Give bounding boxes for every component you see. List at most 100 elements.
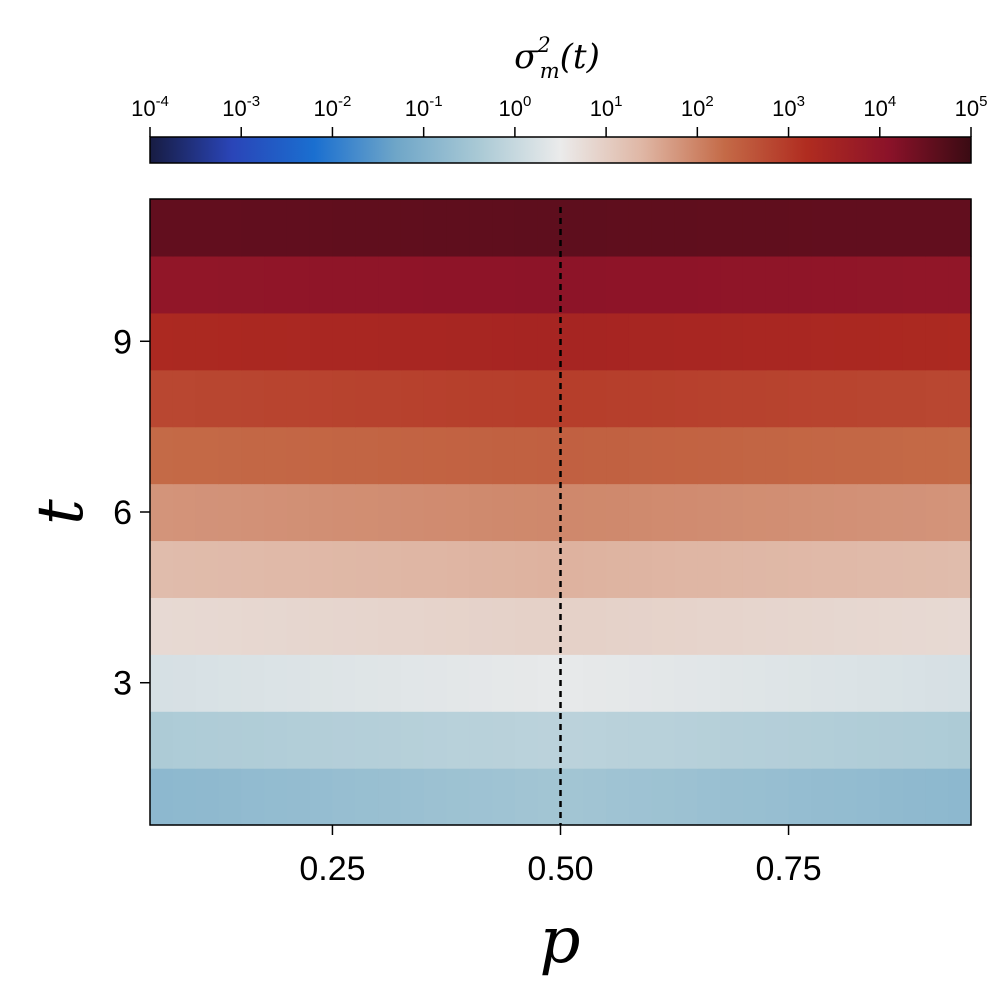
heatmap-cell [537,768,562,826]
heatmap-cell [446,597,470,655]
heatmap-cell [606,654,630,712]
heatmap-cell [378,483,402,542]
heatmap-cell [332,768,356,826]
heatmap-cell [264,540,288,598]
heatmap-cell [856,768,881,826]
heatmap-cell [583,483,607,542]
heatmap-cell [378,312,402,371]
colorbar-tick-label: 104 [863,93,896,121]
heatmap-cell [400,540,425,598]
heatmap-cell [172,654,197,712]
colorbar-tick-label: 10-3 [222,93,260,121]
heatmap-cell [925,255,949,314]
heatmap-cell [811,711,835,769]
heatmap-cell [423,255,448,314]
colorbar-tick-label: 103 [772,93,805,121]
heatmap-cell [469,540,493,598]
heatmap-cell [492,654,516,712]
heatmap-cell [697,255,721,314]
heatmap-cell [560,369,584,428]
heatmap-cell [241,540,265,598]
heatmap-cell [651,483,676,542]
heatmap-cell [674,199,698,257]
heatmap-cell [264,255,288,314]
heatmap-cell [674,654,698,712]
heatmap-cell [492,255,516,314]
heatmap-cell [856,369,881,428]
heatmap-cell [788,369,812,428]
heatmap-cell [378,540,402,598]
heatmap-cell [423,540,448,598]
heatmap-cell [606,312,630,371]
heatmap-cell [537,540,562,598]
heatmap-cell [195,255,220,314]
heatmap-cell [537,255,562,314]
heatmap-cell [948,654,972,712]
heatmap-cell [674,426,698,485]
heatmap-cell [925,426,949,485]
heatmap-cell [469,597,493,655]
heatmap-cell [309,597,334,655]
heatmap-cell [765,426,790,485]
heatmap-cell [834,711,858,769]
heatmap-cell [241,768,265,826]
heatmap-cell [492,540,516,598]
heatmap-cell [788,768,812,826]
heatmap-cell [948,768,972,826]
heatmap-cell [606,711,630,769]
heatmap-cell [811,540,835,598]
heatmap-cell [286,255,311,314]
heatmap-cell [811,199,835,257]
heatmap-cell [788,312,812,371]
heatmap-cell [400,654,425,712]
heatmap-cell [606,768,630,826]
heatmap-cell [172,199,197,257]
heatmap-cell [423,369,448,428]
heatmap-cell [902,597,926,655]
heatmap-cell [423,483,448,542]
heatmap-cell [742,426,767,485]
heatmap-cell [765,369,790,428]
heatmap-cell [150,768,174,826]
heatmap-cell [902,255,926,314]
colorbar-tick-label: 100 [498,93,531,121]
heatmap-cell [309,426,334,485]
heatmap-cell [925,768,949,826]
heatmap-cell [742,255,767,314]
heatmap-cell [879,483,904,542]
heatmap-cell [332,711,356,769]
heatmap-cell [355,597,379,655]
heatmap-cell [856,312,881,371]
heatmap-cell [355,483,379,542]
heatmap-cell [583,312,607,371]
heatmap-cell [514,426,539,485]
heatmap-cell [355,540,379,598]
heatmap-cell [902,654,926,712]
heatmap-cell [948,312,972,371]
heatmap-cell [902,711,926,769]
heatmap-cell [195,654,220,712]
heatmap-cell [355,654,379,712]
heatmap-cell [948,483,972,542]
y-tick-label: 6 [113,494,132,532]
heatmap-cell [218,426,242,485]
colorbar-ticks: 10-4 10-3 10-2 10-1 100 101 102 103 104 105 [131,93,987,137]
heatmap-cell [606,255,630,314]
heatmap-cell [765,768,790,826]
heatmap-cell [150,597,174,655]
heatmap-cell [606,369,630,428]
heatmap-cell [811,369,835,428]
heatmap-cell [811,426,835,485]
heatmap-cell [264,597,288,655]
heatmap-cell [742,369,767,428]
heatmap-cell [811,312,835,371]
heatmap-cell [218,597,242,655]
heatmap-cell [355,199,379,257]
heatmap-cell [469,426,493,485]
heatmap-cell [286,426,311,485]
heatmap-cell [560,312,584,371]
heatmap-cell [400,199,425,257]
heatmap-cell [742,199,767,257]
heatmap-cell [218,768,242,826]
heatmap-cell [355,711,379,769]
